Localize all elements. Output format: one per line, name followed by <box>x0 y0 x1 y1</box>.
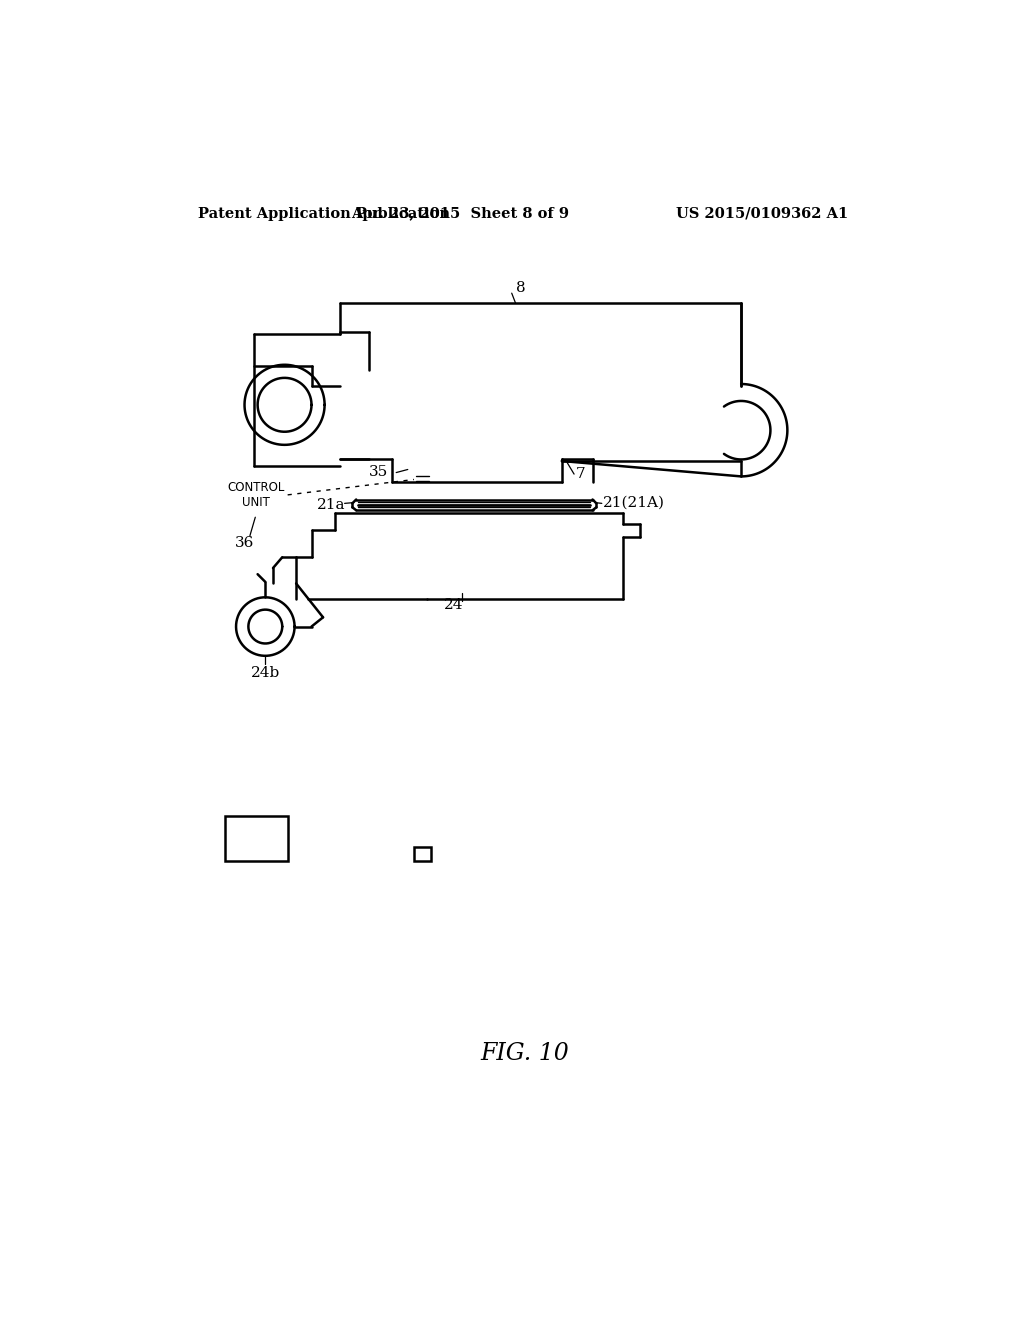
Text: 8: 8 <box>515 281 525 294</box>
Text: 24: 24 <box>444 598 464 612</box>
Text: 36: 36 <box>234 536 254 550</box>
Text: Patent Application Publication: Patent Application Publication <box>199 207 451 220</box>
Text: Apr. 23, 2015  Sheet 8 of 9: Apr. 23, 2015 Sheet 8 of 9 <box>351 207 569 220</box>
Text: 21a: 21a <box>316 498 345 512</box>
Text: 7: 7 <box>575 467 586 480</box>
Text: 21(21A): 21(21A) <box>603 495 666 510</box>
Text: UNIT: UNIT <box>242 496 270 510</box>
Text: 35: 35 <box>370 465 388 479</box>
Text: US 2015/0109362 A1: US 2015/0109362 A1 <box>676 207 848 220</box>
Text: CONTROL: CONTROL <box>227 480 285 494</box>
Text: FIG. 10: FIG. 10 <box>480 1041 569 1065</box>
Text: 24b: 24b <box>251 665 280 680</box>
